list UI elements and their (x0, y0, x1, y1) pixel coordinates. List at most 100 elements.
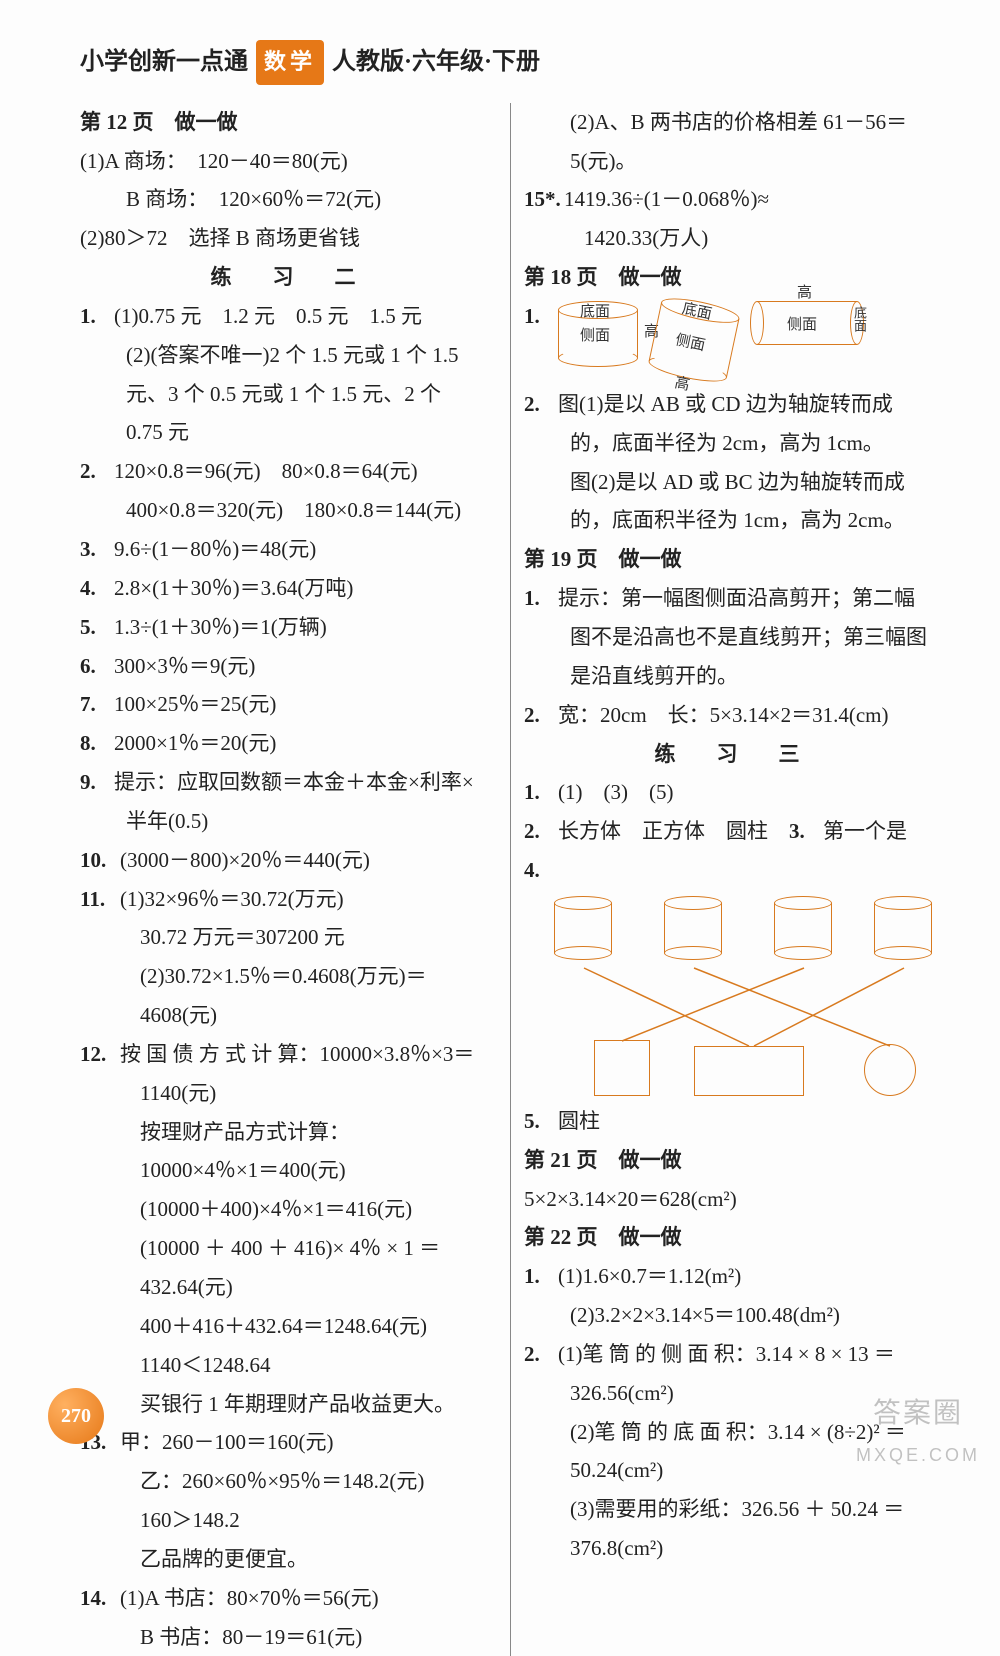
text: B 书店：80－19＝61(元) (80, 1618, 496, 1656)
cylinder-1: 底面 侧面 高 (558, 301, 638, 367)
qnum: 2. (524, 812, 558, 851)
label-top: 底面 (847, 306, 871, 332)
r-q2: 2.图(1)是以 AB 或 CD 边为轴旋转而成 (524, 385, 940, 424)
e3-q5: 5.圆柱 (524, 1102, 940, 1141)
qnum: 7. (80, 685, 114, 724)
qnum: 1. (524, 1257, 558, 1296)
qnum: 1. (524, 297, 558, 336)
label-side: 侧面 (580, 323, 610, 351)
text: 买银行 1 年期理财产品收益更大。 (80, 1385, 496, 1424)
watermark-line1: 答案圈 (856, 1387, 980, 1439)
text: (1)A 书店：80×70％＝56(元) (120, 1586, 379, 1610)
text: (1)0.75 元 1.2 元 0.5 元 1.5 元 (114, 304, 422, 328)
text: 长方体 正方体 圆柱 (558, 819, 768, 843)
qnum: 5. (524, 1102, 558, 1141)
text: 300×3％＝9(元) (114, 654, 255, 678)
text: 9.6÷(1－80％)＝48(元) (114, 537, 316, 561)
text: 30.72 万元＝307200 元 (80, 918, 496, 957)
text: (1)A 商场： 120－40＝80(元) (80, 142, 496, 181)
cylinder-3: 高 侧面 底面 (750, 301, 864, 345)
watermark-line2: MXQE.COM (856, 1439, 980, 1472)
p19-header: 第 19 页 做一做 (524, 540, 940, 579)
text: 按 国 债 方 式 计 算：10000×3.8％×3＝ (120, 1042, 474, 1066)
qnum: 2. (524, 385, 558, 424)
qnum: 6. (80, 647, 114, 686)
text: 120×0.8＝96(元) 80×0.8＝64(元) (114, 459, 418, 483)
q1: 1.(1)0.75 元 1.2 元 0.5 元 1.5 元 (80, 297, 496, 336)
text: (2)A、B 两书店的价格相差 61－56＝ (524, 103, 940, 142)
p21-header: 第 21 页 做一做 (524, 1141, 940, 1180)
text: 乙：260×60％×95％＝148.2(元) (80, 1462, 496, 1501)
text: 1.3÷(1＋30％)＝1(万辆) (114, 615, 327, 639)
qnum: 9. (80, 763, 114, 802)
text: 1140＜1248.64 (80, 1346, 496, 1385)
match-lines (534, 896, 940, 1096)
text: 2.8×(1＋30％)＝3.64(万吨) (114, 576, 353, 600)
qnum: 2. (524, 1335, 558, 1374)
q13: 13.甲：260－100＝160(元) (80, 1423, 496, 1462)
page-number-badge: 270 (48, 1388, 104, 1444)
text: 甲：260－100＝160(元) (120, 1430, 334, 1454)
text: 宽：20cm 长：5×3.14×2＝31.4(cm) (558, 703, 888, 727)
label-height: 高 (797, 280, 812, 308)
text: 是沿直线剪开的。 (524, 657, 940, 696)
text: 400＋416＋432.64＝1248.64(元) (80, 1307, 496, 1346)
qnum: 2. (524, 696, 558, 735)
cylinder-diagrams: 底面 侧面 高 底面 侧面 高 高 (558, 301, 864, 379)
text: 1420.33(万人) (524, 219, 940, 258)
qnum: 1. (524, 579, 558, 618)
qnum: 4. (80, 569, 114, 608)
qnum: 8. (80, 724, 114, 763)
title-right: 人教版·六年级·下册 (332, 40, 540, 84)
text: 图(1)是以 AB 或 CD 边为轴旋转而成 (558, 392, 893, 416)
text: 4608(元) (80, 996, 496, 1035)
q4: 4.2.8×(1＋30％)＝3.64(万吨) (80, 569, 496, 608)
text: 1140(元) (80, 1074, 496, 1113)
text: (3000－800)×20％＝440(元) (120, 848, 370, 872)
text: (1)32×96％＝30.72(万元) (120, 887, 344, 911)
qnum: 14. (80, 1579, 120, 1618)
p18-diagram-row: 1. 底面 侧面 高 底面 侧面 高 (524, 297, 940, 385)
text: 图不是沿高也不是直线剪开；第三幅图 (524, 618, 940, 657)
q5: 5.1.3÷(1＋30％)＝1(万辆) (80, 608, 496, 647)
p22-q2: 2.(1)笔 筒 的 侧 面 积：3.14 × 8 × 13 ＝ (524, 1335, 940, 1374)
p12-header: 第 12 页 做一做 (80, 103, 496, 142)
text: 2000×1％＝20(元) (114, 731, 276, 755)
q12: 12.按 国 债 方 式 计 算：10000×3.8％×3＝ (80, 1035, 496, 1074)
text: 432.64(元) (80, 1268, 496, 1307)
q15: 15*.1419.36÷(1－0.068％)≈ (524, 180, 940, 219)
title-left: 小学创新一点通 (80, 40, 248, 84)
qnum: 5. (80, 608, 114, 647)
text: 100×25％＝25(元) (114, 692, 276, 716)
cylinder-2: 底面 侧面 高 (647, 293, 741, 386)
page-header: 小学创新一点通 数学 人教版·六年级·下册 (80, 40, 940, 85)
text: 400×0.8＝320(元) 180×0.8＝144(元) (80, 491, 496, 530)
e3-q1: 1.(1) (3) (5) (524, 773, 940, 812)
qnum: 12. (80, 1035, 120, 1074)
matching-diagram (534, 896, 940, 1096)
e3-q2q3: 2.长方体 正方体 圆柱 3.第一个是 (524, 812, 940, 851)
q7: 7.100×25％＝25(元) (80, 685, 496, 724)
q6: 6.300×3％＝9(元) (80, 647, 496, 686)
text: (2)80＞72 选择 B 商场更省钱 (80, 219, 496, 258)
p22-header: 第 22 页 做一做 (524, 1218, 940, 1257)
qnum: 10. (80, 841, 120, 880)
text: 图(2)是以 AD 或 BC 边为轴旋转而成 (524, 463, 940, 502)
qnum: 2. (80, 452, 114, 491)
text: 的，底面积半径为 1cm，高为 2cm。 (524, 501, 940, 540)
q8: 8.2000×1％＝20(元) (80, 724, 496, 763)
q11: 11.(1)32×96％＝30.72(万元) (80, 880, 496, 919)
text: 提示：第一幅图侧面沿高剪开；第二幅 (558, 586, 915, 610)
p22-q1: 1.(1)1.6×0.7＝1.12(m²) (524, 1257, 940, 1296)
content-columns: 第 12 页 做一做 (1)A 商场： 120－40＝80(元) B 商场： 1… (80, 103, 940, 1656)
p21-line: 5×2×3.14×20＝628(cm²) (524, 1180, 940, 1219)
text: (1)1.6×0.7＝1.12(m²) (558, 1264, 741, 1288)
text: (10000 ＋ 400 ＋ 416)× 4％ × 1 ＝ (80, 1229, 496, 1268)
q3: 3.9.6÷(1－80％)＝48(元) (80, 530, 496, 569)
ex3-title: 练 习 三 (524, 735, 940, 774)
text: 376.8(cm²) (524, 1529, 940, 1568)
text: (2)3.2×2×3.14×5＝100.48(dm²) (524, 1296, 940, 1335)
qnum: 15*. (524, 180, 564, 219)
text: 第一个是 (823, 819, 907, 843)
qnum: 3. (789, 812, 823, 851)
